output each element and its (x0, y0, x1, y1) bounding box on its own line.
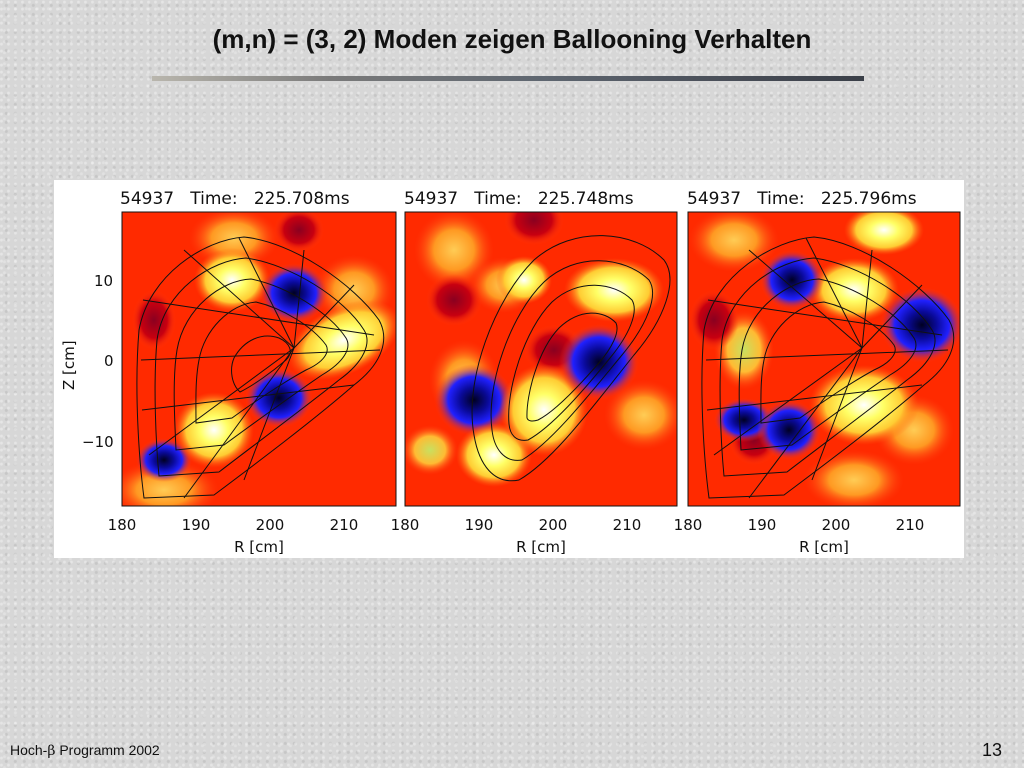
x-axis-label: R [cm] (799, 538, 849, 556)
beta-symbol: β (47, 743, 56, 759)
x-tick-label: 190 (748, 516, 777, 534)
contour-figure-svg: 54937 Time: 225.708ms 54937 Time: 225.74… (60, 189, 961, 556)
contour-panel-2 (405, 212, 677, 506)
x-tick-label: 200 (822, 516, 851, 534)
y-tick-label: 0 (104, 352, 114, 370)
x-tick-label: 190 (182, 516, 211, 534)
x-axis-label: R [cm] (234, 538, 284, 556)
panel-2-header: 54937 Time: 225.748ms (404, 189, 634, 209)
y-axis: 10 0 −10 Z [cm] (60, 272, 114, 451)
x-axis: 180 190 200 210 R [cm] 180 190 200 210 R… (108, 516, 925, 556)
y-axis-label: Z [cm] (60, 340, 78, 390)
slide-number: 13 (981, 740, 1002, 760)
y-tick-label: 10 (94, 272, 113, 290)
contour-figure: 54937 Time: 225.708ms 54937 Time: 225.74… (54, 180, 964, 558)
x-tick-label: 180 (674, 516, 703, 534)
x-tick-label: 210 (896, 516, 925, 534)
x-tick-label: 180 (391, 516, 420, 534)
footer-text: Hoch-β Programm 2002 (10, 742, 160, 759)
x-tick-label: 200 (539, 516, 568, 534)
contour-panel-1 (122, 212, 396, 506)
x-tick-label: 210 (613, 516, 642, 534)
x-tick-label: 190 (465, 516, 494, 534)
y-tick-label: −10 (82, 433, 114, 451)
title-rule (152, 76, 864, 81)
slide-title: (m,n) = (3, 2) Moden zeigen Ballooning V… (212, 24, 812, 54)
footer-suffix: Programm 2002 (55, 742, 160, 758)
contour-panel-3 (688, 212, 960, 506)
x-axis-label: R [cm] (516, 538, 566, 556)
panel-3-header: 54937 Time: 225.796ms (687, 189, 917, 209)
x-tick-label: 200 (256, 516, 285, 534)
x-tick-label: 180 (108, 516, 137, 534)
panel-1-header: 54937 Time: 225.708ms (120, 189, 350, 209)
x-tick-label: 210 (330, 516, 359, 534)
footer-prefix: Hoch- (10, 742, 48, 758)
